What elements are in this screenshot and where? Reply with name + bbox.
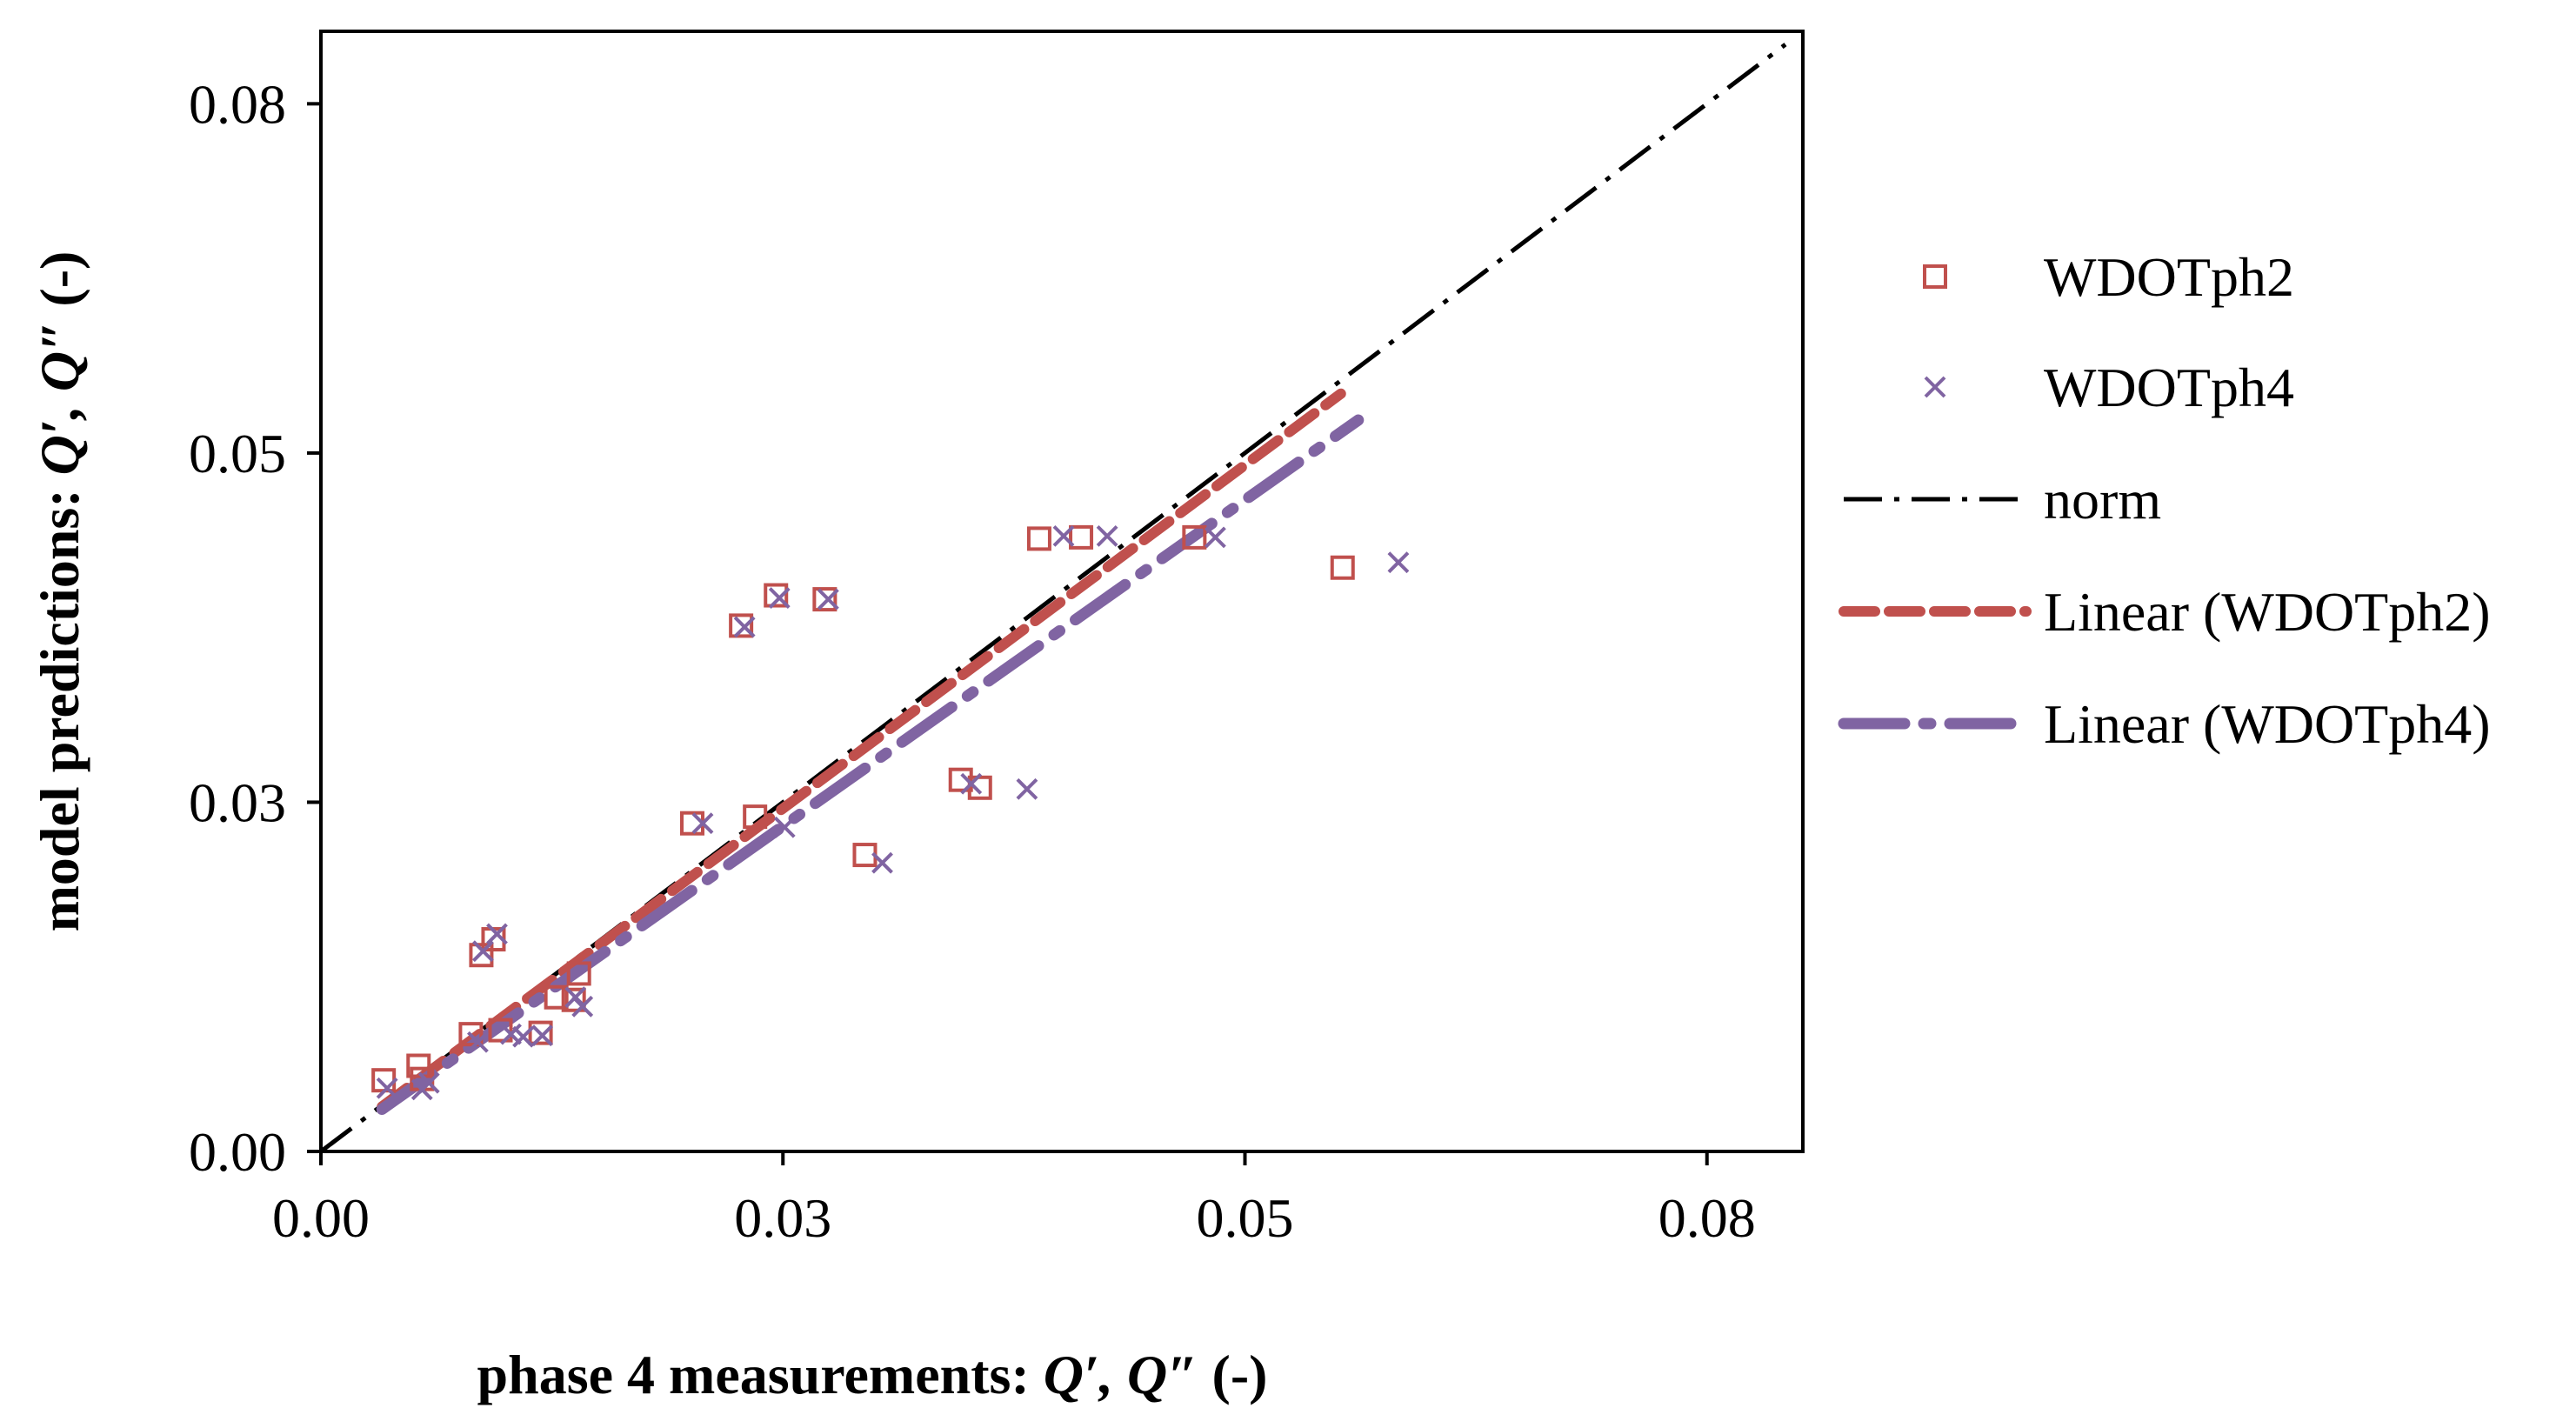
marker-wdotph4 <box>768 587 791 609</box>
trend-lines <box>319 43 1787 1153</box>
y-tick-label: 0.08 <box>189 73 286 135</box>
x-axis-title: phase 4 measurements: Q′, Q″ (-) <box>477 1344 1268 1405</box>
marker-wdotph2 <box>488 1018 513 1043</box>
x-tick-label: 0.05 <box>1196 1187 1293 1249</box>
marker-wdotph2 <box>1069 524 1094 550</box>
y-tick-label: 0.05 <box>189 423 286 484</box>
marker-wdotph2 <box>561 987 586 1012</box>
axes <box>307 102 1709 1165</box>
y-tick-labels: 0.00 0.03 0.05 0.08 <box>189 73 286 1183</box>
marker-wdotph4 <box>571 995 594 1018</box>
x-tick-label: 0.03 <box>734 1187 831 1249</box>
legend-item-linear-wdotph2: Linear (WDOTph2) <box>1839 581 2491 643</box>
x-axis-title-suffix: (-) <box>1198 1344 1268 1405</box>
legend-label: WDOTph4 <box>2044 357 2294 418</box>
marker-wdotph4 <box>1016 777 1038 800</box>
legend-label: norm <box>2044 469 2161 530</box>
legend-item-norm: norm <box>1844 469 2161 530</box>
marker-wdotph4 <box>486 923 508 945</box>
legend-square-icon <box>1923 264 1947 289</box>
legend-item-wdotph2: WDOTph2 <box>1923 246 2294 308</box>
legend-label: WDOTph2 <box>2044 246 2294 308</box>
legend-label: Linear (WDOTph2) <box>2044 581 2491 643</box>
marker-wdotph2 <box>458 1022 484 1047</box>
x-axis-title-text: phase 4 measurements: <box>477 1344 1044 1405</box>
marker-wdotph2 <box>729 613 754 638</box>
marker-wdotph4 <box>817 588 839 611</box>
y-axis-title-italic: Q′, Q″ <box>29 321 90 476</box>
data-markers <box>371 524 1410 1101</box>
marker-wdotph4 <box>512 1025 534 1048</box>
legend-x-icon <box>1924 376 1946 398</box>
marker-wdotph2 <box>544 984 569 1010</box>
marker-wdotph2 <box>812 587 838 612</box>
marker-wdotph4 <box>773 816 796 838</box>
marker-wdotph4 <box>376 1077 398 1099</box>
marker-wdotph4 <box>1096 524 1118 547</box>
marker-wdotph4 <box>467 1031 489 1053</box>
marker-wdotph2 <box>566 961 591 986</box>
legend: WDOTph2 WDOTph4 norm Linear (WDOTph2) Linear… <box>1838 246 2491 755</box>
marker-wdotph2 <box>1026 526 1051 551</box>
trendline-linear-wdotph2 <box>377 388 1346 1112</box>
legend-label: Linear (WDOTph4) <box>2044 693 2491 755</box>
marker-wdotph4 <box>960 772 983 795</box>
y-axis-title-suffix: (-) <box>29 251 90 321</box>
marker-wdotph4 <box>472 940 494 963</box>
marker-wdotph2 <box>764 583 789 608</box>
marker-wdotph2 <box>528 1020 553 1045</box>
marker-wdotph4 <box>871 851 893 874</box>
legend-item-linear-wdotph4: Linear (WDOTph4) <box>1838 693 2491 755</box>
marker-wdotph4 <box>1052 524 1075 547</box>
marker-wdotph2 <box>743 804 768 830</box>
legend-item-wdotph4: WDOTph4 <box>1924 357 2294 418</box>
x-tick-label: 0.00 <box>272 1187 370 1249</box>
marker-wdotph2 <box>1182 524 1207 550</box>
marker-wdotph2 <box>1330 555 1355 580</box>
marker-wdotph4 <box>733 616 756 638</box>
y-tick-label: 0.00 <box>189 1121 286 1183</box>
marker-wdotph4 <box>691 812 714 835</box>
x-tick-labels: 0.00 0.03 0.05 0.08 <box>272 1187 1756 1249</box>
x-axis-title-italic: Q′, Q″ <box>1044 1344 1198 1405</box>
y-axis-title: model predictions: Q′, Q″ (-) <box>29 251 90 932</box>
marker-wdotph4 <box>1387 551 1410 574</box>
marker-wdotph2 <box>406 1053 431 1078</box>
marker-wdotph4 <box>531 1024 554 1047</box>
trendline-linear-wdotph4 <box>376 414 1365 1116</box>
y-axis-title-text: model predictions: <box>29 475 90 931</box>
marker-wdotph4 <box>417 1071 440 1094</box>
marker-wdotph2 <box>469 943 494 968</box>
marker-wdotph4 <box>1204 526 1226 549</box>
y-tick-label: 0.03 <box>189 771 286 833</box>
x-tick-label: 0.08 <box>1658 1187 1756 1249</box>
